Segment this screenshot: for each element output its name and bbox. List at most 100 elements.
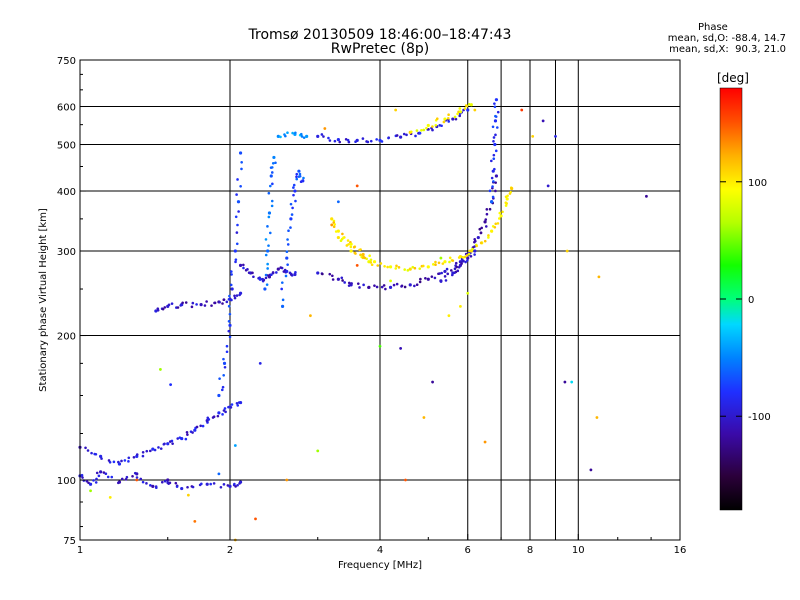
trace-sample <box>363 256 367 260</box>
trace-sample <box>287 229 290 233</box>
noise-point <box>316 449 320 453</box>
x-axis-label: Frequency [MHz] <box>338 560 422 571</box>
trace-point <box>494 98 499 102</box>
trace-sample <box>448 260 451 264</box>
trace-point <box>399 135 403 139</box>
trace-sample <box>171 442 174 445</box>
trace-sample <box>176 437 180 440</box>
trace-sample <box>203 304 207 307</box>
trace-sample <box>236 178 239 181</box>
trace-sample <box>375 138 378 141</box>
trace-sample <box>495 126 499 129</box>
trace-point <box>372 260 377 264</box>
trace-sample <box>219 485 223 489</box>
trace-point <box>336 277 340 281</box>
x-tick-label: 1 <box>77 545 83 556</box>
trace-sample <box>106 475 110 479</box>
trace-sample <box>266 225 269 228</box>
trace-point <box>99 470 103 474</box>
trace-sample <box>81 476 84 479</box>
noise-point <box>473 108 477 112</box>
trace-sample <box>120 477 124 481</box>
trace-sample <box>356 282 360 285</box>
trace-point <box>88 482 93 486</box>
trace-sample <box>239 184 242 188</box>
trace-point <box>426 123 430 128</box>
trace-point <box>230 287 234 291</box>
trace-sample <box>264 238 268 241</box>
trace-sample <box>209 482 212 486</box>
trace-sample <box>405 133 408 137</box>
trace-sample <box>327 136 330 140</box>
trace-sample <box>141 450 145 454</box>
trace-sample <box>102 471 106 474</box>
trace-sample <box>149 484 152 487</box>
trace-point <box>483 220 487 224</box>
trace-sample <box>246 268 249 271</box>
trace-sample <box>415 129 419 132</box>
trace-sample <box>488 207 492 211</box>
noise-point <box>355 263 359 267</box>
trace-sample <box>461 260 465 263</box>
trace-sample <box>447 120 451 123</box>
trace-sample <box>352 245 356 249</box>
trace-sample <box>466 259 469 262</box>
trace-point <box>285 269 289 274</box>
trace-point <box>426 265 430 269</box>
trace-sample <box>271 271 275 275</box>
trace-sample <box>233 296 237 300</box>
trace-sample <box>509 190 512 194</box>
trace-sample <box>331 278 335 281</box>
trace-sample <box>261 277 264 281</box>
trace-sample <box>410 130 413 134</box>
trace-sample <box>350 282 353 285</box>
trace-sample <box>465 254 469 257</box>
trace-sample <box>168 440 172 443</box>
colorbar-ticks: 100 0 -100 <box>720 178 771 423</box>
trace-point <box>493 119 498 123</box>
trace-sample <box>205 300 208 303</box>
trace-point <box>336 235 340 240</box>
trace-sample <box>294 199 297 203</box>
trace-point <box>285 256 289 260</box>
trace-sample <box>211 416 215 419</box>
trace-point <box>458 255 463 259</box>
trace-sample <box>435 117 439 121</box>
noise-point <box>258 361 262 365</box>
trace-sample <box>251 271 254 275</box>
trace-sample <box>431 125 434 128</box>
trace-sample <box>160 480 164 484</box>
trace-sample <box>454 261 458 265</box>
trace-point <box>316 271 320 275</box>
noise-point <box>285 478 289 482</box>
trace-sample <box>298 172 302 176</box>
noise-point <box>404 478 407 482</box>
trace-sample <box>186 485 189 489</box>
noise-point <box>459 305 462 308</box>
trace-sample <box>494 189 497 193</box>
trace-sample <box>480 226 483 230</box>
noise-point <box>563 380 567 384</box>
trace-point <box>408 283 412 287</box>
trace-sample <box>437 261 441 265</box>
trace-sample <box>230 270 233 273</box>
trace-sample <box>295 177 299 181</box>
trace-sample <box>501 210 504 214</box>
trace-sample <box>302 136 306 139</box>
trace-sample <box>406 269 410 272</box>
x-tick-label: 10 <box>572 545 585 556</box>
trace-point <box>443 260 447 264</box>
trace-sample <box>221 413 224 416</box>
y-tick-label: 100 <box>57 476 76 487</box>
trace-sample <box>289 202 293 206</box>
trace-point <box>280 304 285 309</box>
noise-point <box>233 444 237 447</box>
trace-sample <box>229 283 233 287</box>
trace-sample <box>442 120 446 124</box>
trace-sample <box>473 253 476 256</box>
trace-point <box>355 138 359 142</box>
trace-sample <box>290 213 294 216</box>
trace-sample <box>479 231 483 235</box>
trace-sample <box>453 271 456 275</box>
trace-sample <box>369 139 373 143</box>
